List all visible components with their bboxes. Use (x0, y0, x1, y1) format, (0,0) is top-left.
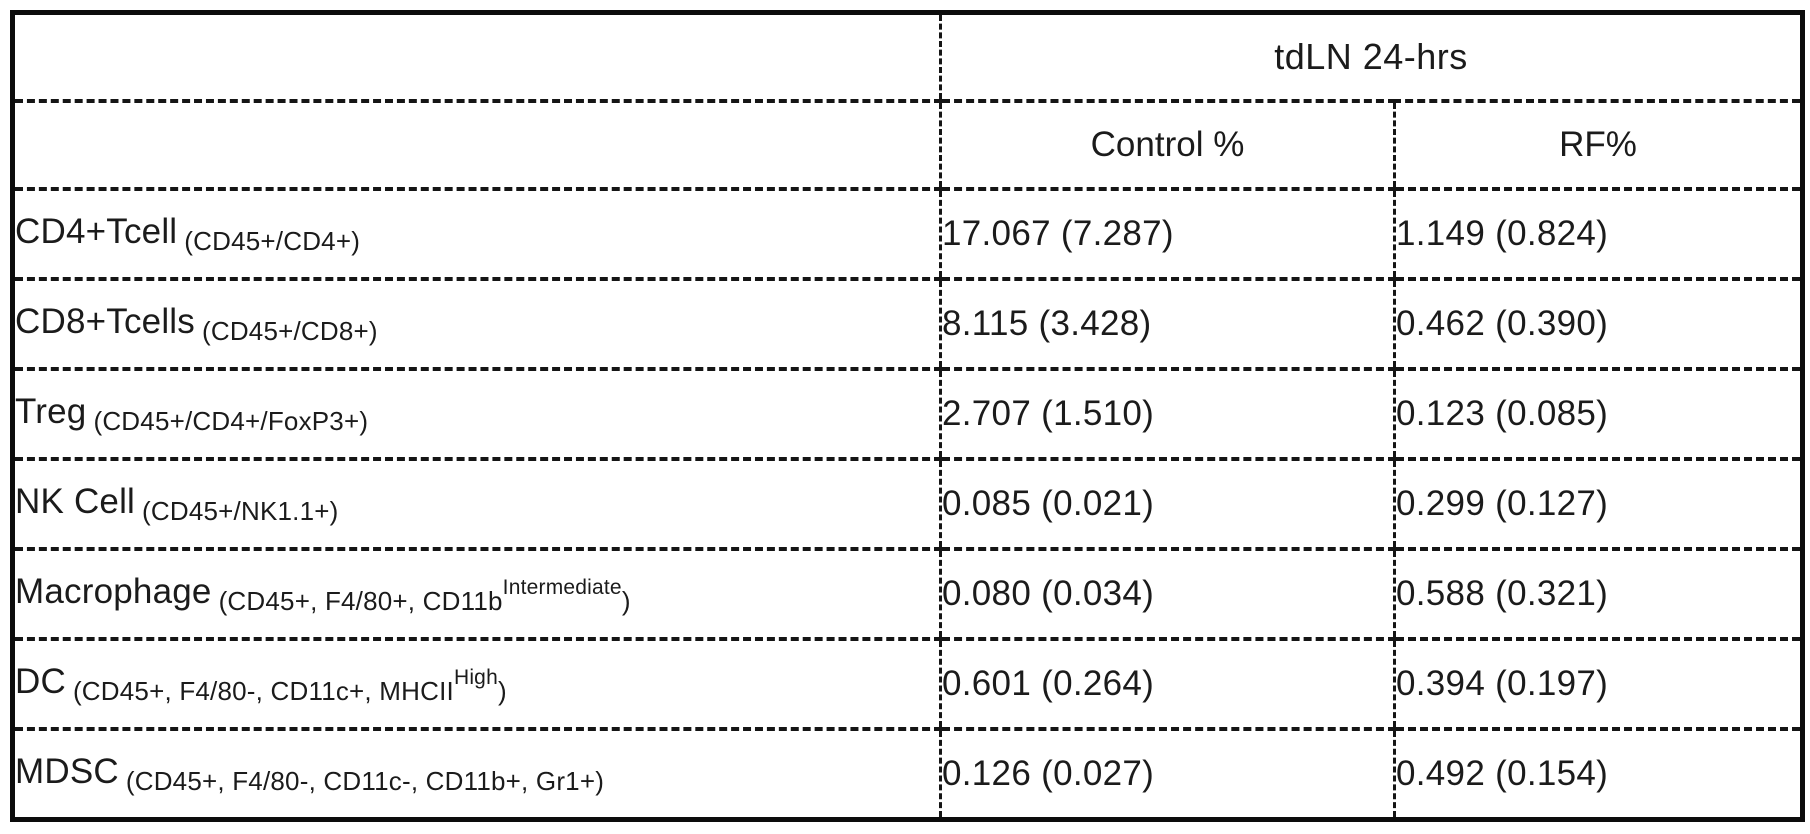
rf-value: 0.588 (0.321) (1396, 574, 1609, 613)
rf-value: 0.462 (0.390) (1396, 304, 1609, 343)
row-label-cell: DC (CD45+, F4/80-, CD11c+, MHCIIHigh) (11, 637, 942, 731)
control-value: 0.126 (0.027) (942, 754, 1155, 793)
cell-type-name: Treg (15, 391, 87, 431)
control-value: 0.085 (0.021) (942, 484, 1155, 523)
cell-markers-pre: (CD45+, F4/80-, CD11c+, MHCII (72, 675, 454, 706)
control-value-cell: 17.067 (7.287) (939, 187, 1396, 281)
cell-type-name: Macrophage (15, 571, 212, 611)
cell-markers: (CD45+, F4/80+, CD11bIntermediate) (218, 576, 631, 616)
rf-value: 0.394 (0.197) (1396, 664, 1609, 703)
control-value: 2.707 (1.510) (942, 394, 1155, 433)
control-value: 17.067 (7.287) (942, 214, 1174, 253)
column-header-rf-label: RF% (1559, 125, 1637, 164)
table-row: Macrophage (CD45+, F4/80+, CD11bIntermedi… (11, 547, 1804, 641)
rf-value-cell: 0.394 (0.197) (1393, 637, 1804, 731)
table-row: CD8+Tcells (CD45+/CD8+) 8.115 (3.428) 0.4… (11, 277, 1804, 371)
cell-markers-pre: (CD45+/CD4+/FoxP3+) (93, 405, 369, 436)
rf-value: 0.299 (0.127) (1396, 484, 1609, 523)
table-row: NK Cell (CD45+/NK1.1+) 0.085 (0.021) 0.29… (11, 457, 1804, 551)
cell-markers-post: ) (621, 585, 631, 616)
control-value-cell: 0.080 (0.034) (939, 547, 1396, 641)
cell-type-name: DC (15, 661, 66, 701)
row-label-cell: CD4+Tcell (CD45+/CD4+) (11, 187, 942, 281)
group-header-row: tdLN 24-hrs (11, 10, 1804, 103)
column-header-row: Control % RF% (11, 99, 1804, 191)
cell-marker-superscript: Intermediate (502, 575, 622, 599)
cell-markers: (CD45+/CD8+) (202, 316, 378, 346)
column-header-rf: RF% (1393, 99, 1804, 191)
cell-markers: (CD45+/CD4+) (184, 226, 360, 256)
cell-markers: (CD45+, F4/80-, CD11c+, MHCIIHigh) (72, 666, 507, 706)
cell-type-name: CD8+Tcells (15, 301, 195, 341)
rf-value: 0.492 (0.154) (1396, 754, 1609, 793)
control-value: 8.115 (3.428) (942, 304, 1152, 343)
cell-type-name: NK Cell (15, 481, 136, 521)
rf-value-cell: 0.588 (0.321) (1393, 547, 1804, 641)
group-header-cell: tdLN 24-hrs (939, 10, 1804, 103)
control-value-cell: 2.707 (1.510) (939, 367, 1396, 461)
rf-value-cell: 0.123 (0.085) (1393, 367, 1804, 461)
cell-markers-pre: (CD45+/CD8+) (201, 315, 378, 346)
control-value-cell: 0.085 (0.021) (939, 457, 1396, 551)
cell-markers-pre: (CD45+, F4/80+, CD11b (218, 585, 503, 616)
table-body: tdLN 24-hrs Control % RF% CD4+Tcell (CD45… (11, 10, 1804, 822)
table-row: DC (CD45+, F4/80-, CD11c+, MHCIIHigh) 0.6… (11, 637, 1804, 731)
table-row: CD4+Tcell (CD45+/CD4+) 17.067 (7.287) 1.1… (11, 187, 1804, 281)
control-value-cell: 0.601 (0.264) (939, 637, 1396, 731)
cell-markers: (CD45+/NK1.1+) (142, 496, 338, 526)
empty-corner-cell (11, 10, 942, 103)
row-label-cell: Macrophage (CD45+, F4/80+, CD11bIntermedi… (11, 547, 942, 641)
column-header-control: Control % (939, 99, 1396, 191)
cell-markers: (CD45+, F4/80-, CD11c-, CD11b+, Gr1+) (126, 766, 604, 796)
control-value: 0.080 (0.034) (942, 574, 1155, 613)
rf-value-cell: 1.149 (0.824) (1393, 187, 1804, 281)
row-label-cell: MDSC (CD45+, F4/80-, CD11c-, CD11b+, Gr1+… (11, 727, 942, 822)
group-header-label: tdLN 24-hrs (1274, 36, 1468, 77)
cell-type-name: CD4+Tcell (15, 211, 178, 251)
cell-markers-pre: (CD45+/CD4+) (184, 225, 361, 256)
cell-markers-pre: (CD45+/NK1.1+) (142, 495, 339, 526)
cell-markers-post: ) (497, 675, 507, 706)
control-value-cell: 8.115 (3.428) (939, 277, 1396, 371)
table-row: Treg (CD45+/CD4+/FoxP3+) 2.707 (1.510) 0.… (11, 367, 1804, 461)
cell-population-table: tdLN 24-hrs Control % RF% CD4+Tcell (CD45… (10, 10, 1805, 822)
cell-markers: (CD45+/CD4+/FoxP3+) (93, 406, 368, 436)
cell-type-name: MDSC (15, 751, 119, 791)
row-label-cell: Treg (CD45+/CD4+/FoxP3+) (11, 367, 942, 461)
table-row: MDSC (CD45+, F4/80-, CD11c-, CD11b+, Gr1+… (11, 727, 1804, 822)
rf-value-cell: 0.462 (0.390) (1393, 277, 1804, 371)
control-value: 0.601 (0.264) (942, 664, 1155, 703)
cell-markers-pre: (CD45+, F4/80-, CD11c-, CD11b+, Gr1+) (125, 765, 605, 796)
row-label-cell: CD8+Tcells (CD45+/CD8+) (11, 277, 942, 371)
rf-value: 0.123 (0.085) (1396, 394, 1609, 433)
rf-value-cell: 0.492 (0.154) (1393, 727, 1804, 822)
column-header-control-label: Control % (1090, 125, 1245, 164)
cell-marker-superscript: High (453, 665, 498, 689)
empty-corner-cell-2 (11, 99, 942, 191)
control-value-cell: 0.126 (0.027) (939, 727, 1396, 822)
row-label-cell: NK Cell (CD45+/NK1.1+) (11, 457, 942, 551)
rf-value-cell: 0.299 (0.127) (1393, 457, 1804, 551)
rf-value: 1.149 (0.824) (1396, 214, 1609, 253)
